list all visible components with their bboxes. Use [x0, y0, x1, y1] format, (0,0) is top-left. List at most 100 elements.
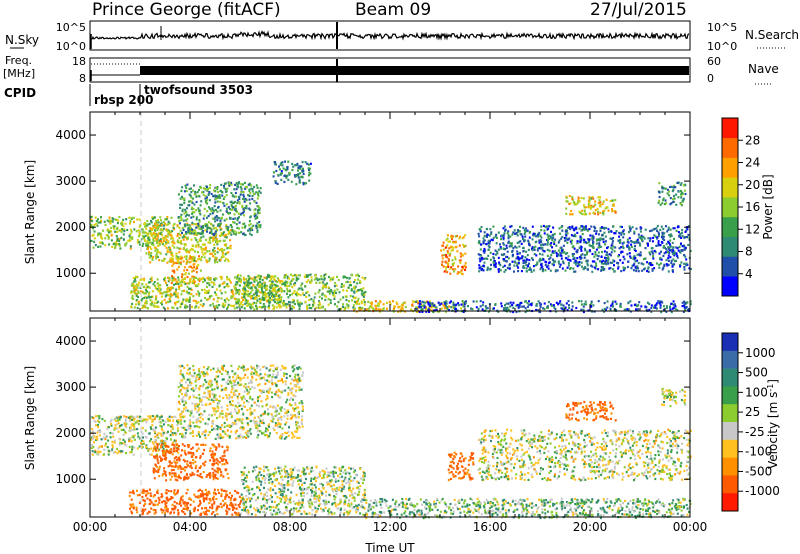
data-cell — [446, 237, 449, 240]
data-cell — [109, 420, 112, 423]
data-cell — [506, 255, 509, 259]
data-cell — [127, 239, 130, 242]
data-cell — [611, 248, 614, 251]
data-cell — [274, 294, 277, 298]
data-cell — [297, 172, 300, 176]
data-cell — [110, 418, 113, 421]
data-cell — [656, 229, 659, 232]
data-cell — [250, 277, 253, 280]
data-cell — [665, 306, 668, 310]
data-cell — [157, 284, 160, 287]
data-cell — [179, 203, 182, 206]
data-cell — [583, 241, 586, 244]
data-cell — [582, 197, 585, 200]
data-cell — [176, 307, 179, 310]
data-cell — [353, 287, 356, 290]
data-cell — [659, 258, 662, 261]
colorbar-swatch — [722, 256, 738, 277]
data-cell — [607, 258, 610, 261]
data-cell — [93, 420, 96, 423]
data-cell — [199, 456, 202, 459]
data-cell — [635, 241, 638, 244]
data-cell — [492, 261, 495, 264]
data-cell — [677, 249, 680, 252]
data-cell — [541, 253, 544, 256]
data-cell — [190, 474, 193, 477]
data-cell — [421, 304, 424, 308]
data-cell — [225, 203, 228, 206]
data-cell — [611, 208, 613, 211]
data-cell — [635, 269, 638, 273]
data-cell — [648, 308, 651, 311]
data-cell — [607, 228, 610, 231]
data-cell — [98, 232, 101, 235]
data-cell — [219, 258, 222, 261]
data-cell — [586, 251, 588, 254]
data-cell — [342, 276, 345, 279]
data-cell — [166, 290, 169, 293]
data-cell — [163, 452, 166, 455]
data-cell — [218, 195, 220, 199]
data-cell — [637, 304, 640, 307]
data-cell — [353, 281, 356, 284]
data-cell — [138, 281, 141, 284]
data-cell — [186, 444, 189, 447]
data-cell — [226, 283, 229, 286]
data-cell — [628, 252, 631, 255]
data-cell — [145, 287, 148, 290]
data-cell — [622, 266, 625, 269]
data-cell — [132, 276, 135, 280]
data-cell — [510, 242, 513, 245]
data-cell — [160, 427, 163, 431]
data-cell — [599, 196, 602, 199]
data-cell — [588, 212, 591, 215]
data-cell — [137, 302, 140, 305]
data-cell — [242, 299, 245, 302]
data-cell — [465, 300, 467, 303]
data-cell — [193, 193, 196, 196]
data-cell — [261, 284, 264, 288]
data-cell — [156, 248, 159, 251]
data-cell — [110, 424, 113, 427]
data-cell — [445, 261, 448, 264]
data-cell — [120, 236, 123, 240]
data-cell — [495, 236, 498, 239]
data-cell — [544, 269, 547, 272]
data-cell — [658, 302, 661, 305]
data-cell — [111, 245, 114, 248]
data-cell — [172, 306, 175, 310]
data-cell — [667, 263, 670, 266]
data-cell — [530, 257, 533, 260]
data-cell — [207, 278, 210, 281]
data-cell — [298, 179, 301, 183]
data-cell — [224, 304, 227, 307]
data-cell — [103, 448, 106, 451]
data-cell — [200, 186, 203, 190]
data-cell — [348, 276, 351, 280]
data-cell — [202, 193, 205, 196]
data-cell — [133, 228, 136, 231]
data-cell — [262, 305, 265, 308]
data-cell — [663, 252, 666, 255]
data-cell — [665, 248, 668, 251]
data-cell — [661, 232, 664, 235]
data-cell — [448, 305, 451, 308]
y-tick-label: 4000 — [55, 128, 86, 142]
data-cell — [659, 203, 662, 206]
data-cell — [481, 268, 484, 271]
data-cell — [228, 278, 231, 281]
data-cell — [507, 235, 510, 238]
data-cell — [247, 275, 250, 278]
data-cell — [454, 256, 457, 259]
data-cell — [583, 209, 586, 212]
data-cell — [130, 305, 133, 308]
data-cell — [98, 434, 101, 437]
data-cell — [118, 244, 121, 247]
data-cell — [479, 229, 482, 232]
data-cell — [428, 310, 430, 313]
data-cell — [524, 300, 527, 303]
data-cell — [375, 308, 378, 311]
data-cell — [186, 223, 189, 227]
data-cell — [650, 262, 653, 265]
data-cell — [258, 274, 261, 278]
